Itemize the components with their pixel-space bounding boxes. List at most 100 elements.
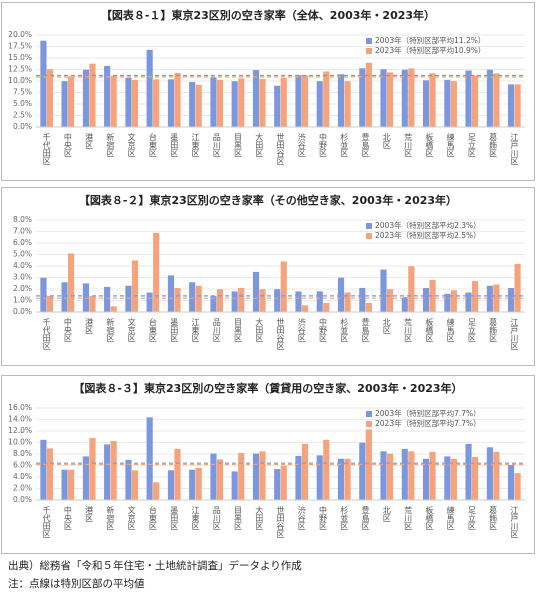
x-tick-label: 江戸川区 (510, 133, 519, 165)
x-tick-label: 目黒区 (233, 133, 242, 157)
bar (89, 437, 96, 501)
x-tick-label: 品川区 (212, 318, 221, 342)
bar (174, 287, 181, 313)
bar (125, 459, 132, 501)
bar (174, 448, 181, 501)
x-tick-label: 豊島区 (361, 317, 370, 342)
bar (273, 468, 281, 501)
bar (450, 80, 458, 128)
x-tick-label: 千代田区 (42, 505, 51, 538)
bar (103, 444, 111, 501)
x-tick-label: 練馬区 (446, 505, 455, 530)
bar (167, 275, 175, 313)
x-tick-label: 江東区 (191, 133, 200, 157)
bar (67, 76, 75, 128)
bar (422, 287, 430, 313)
y-tick-label: 0.0% (13, 307, 32, 316)
footnote: 注：点線は特別区部の平均値 (8, 577, 145, 590)
x-tick-label: 文京区 (127, 132, 136, 157)
x-tick-label: 中野区 (319, 505, 328, 530)
x-tick-label: 江東区 (191, 506, 200, 530)
y-tick-label: 2.0% (13, 484, 32, 493)
y-tick-label: 5.0% (13, 99, 32, 108)
x-tick-label: 大田区 (255, 505, 264, 530)
bar (259, 78, 266, 128)
y-tick-label: 2.5% (13, 111, 32, 120)
y-tick-label: 17.5% (8, 42, 32, 51)
x-tick-label: 荒川区 (404, 317, 413, 342)
x-tick-label: 港区 (85, 132, 94, 149)
bar (216, 459, 224, 501)
legend-label: 2023年（特別区部平均7.7%） (375, 418, 481, 428)
y-tick-label: 12.5% (8, 65, 32, 74)
x-tick-label: 足立区 (467, 506, 476, 530)
x-tick-label: 世田谷区 (276, 132, 285, 165)
bar (61, 281, 69, 313)
bar (46, 68, 54, 128)
x-tick-label: 江戸川区 (510, 318, 519, 350)
x-tick-label: 港区 (85, 317, 94, 334)
bar (429, 451, 436, 501)
bar (188, 81, 196, 128)
panel (1, 375, 535, 554)
bar (422, 79, 430, 128)
x-tick-label: 杉並区 (340, 317, 349, 342)
x-tick-label: 中野区 (319, 132, 328, 157)
bar (273, 85, 281, 128)
bar (110, 440, 118, 501)
x-tick-label: 荒川区 (404, 505, 413, 530)
x-tick-label: 世田谷区 (276, 505, 285, 538)
legend-swatch (366, 411, 372, 417)
y-tick-label: 1.0% (13, 296, 32, 305)
bar (507, 464, 515, 501)
bar (131, 469, 139, 501)
x-tick-label: 足立区 (467, 318, 476, 342)
bar (103, 286, 111, 313)
legend-label: 2003年（特別区部平均7.7%） (375, 408, 481, 418)
bar (152, 482, 160, 501)
bar (237, 452, 245, 501)
x-tick-label: 北区 (382, 133, 391, 149)
bar (507, 287, 515, 313)
x-tick-label: 葛飾区 (489, 317, 498, 342)
x-tick-label: 台東区 (148, 505, 157, 530)
bar (486, 446, 494, 501)
x-tick-label: 渋谷区 (297, 132, 306, 157)
y-tick-label: 5.0% (13, 250, 32, 259)
bar (252, 453, 260, 501)
bar (259, 288, 266, 313)
bar (507, 84, 515, 128)
bar (465, 443, 472, 501)
x-tick-label: 江東区 (191, 318, 200, 342)
bar (401, 69, 409, 128)
bar (188, 469, 196, 501)
bar (146, 49, 154, 128)
x-tick-label: 目黒区 (233, 506, 242, 530)
y-tick-label: 14.0% (8, 415, 32, 424)
legend-label: 2003年（特別区部平均2.3%） (375, 220, 481, 230)
bar (67, 253, 75, 313)
x-tick-label: 北区 (382, 506, 391, 522)
bar (82, 69, 90, 128)
bar (131, 79, 139, 128)
x-tick-label: 台東区 (148, 317, 157, 342)
bar (358, 442, 366, 501)
bar (492, 73, 500, 128)
bar (39, 277, 47, 313)
bar (280, 261, 288, 313)
x-tick-label: 江戸川区 (510, 506, 519, 538)
bar (273, 288, 281, 313)
bar (301, 304, 309, 313)
x-tick-label: 板橋区 (425, 132, 434, 157)
bar (514, 472, 522, 501)
bar (210, 77, 217, 128)
y-tick-label: 3.0% (13, 273, 32, 282)
bar (89, 63, 96, 128)
bar (174, 72, 181, 128)
x-tick-label: 板橋区 (425, 505, 434, 530)
x-tick-label: 足立区 (467, 133, 476, 157)
bar (39, 40, 47, 128)
bar (259, 450, 266, 501)
bar (337, 73, 345, 128)
